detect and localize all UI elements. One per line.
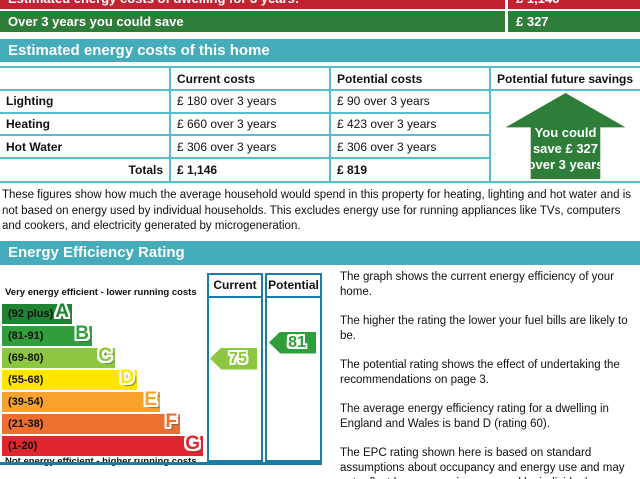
heating-potential: £ 423 over 3 years — [329, 111, 490, 137]
summary-costs-label: Estimated energy costs of dwelling for 3… — [0, 0, 505, 9]
costs-col-savings: Potential future savings — [489, 66, 640, 91]
rating-paragraph: The average energy efficiency rating for… — [340, 402, 609, 430]
current-rating-value: 75 — [229, 349, 247, 367]
band-c-letter: C — [98, 344, 112, 366]
table-row-lighting: Lighting £ 180 over 3 years £ 90 over 3 … — [0, 89, 640, 183]
summary-row-savings: Over 3 years you could save £ 327 — [0, 11, 640, 32]
band-a-range: (92 plus) — [8, 307, 54, 320]
heating-current: £ 660 over 3 years — [169, 111, 330, 137]
summary-savings-label: Over 3 years you could save — [0, 11, 505, 32]
band-a-letter: A — [55, 300, 69, 322]
costs-section-header: Estimated energy costs of this home — [0, 39, 640, 62]
costs-note: These figures show how much the average … — [2, 189, 632, 232]
costs-col-blank — [0, 66, 170, 91]
energy-efficiency-chart: Very energy efficient - lower running co… — [0, 270, 640, 479]
current-column-header: Current — [209, 275, 261, 298]
rating-paragraph: The higher the rating the lower your fue… — [340, 314, 628, 342]
lighting-current: £ 180 over 3 years — [169, 89, 330, 114]
lighting-potential: £ 90 over 3 years — [329, 89, 490, 114]
band-g: (1-20) G — [2, 432, 203, 456]
summary-box: Estimated energy costs of dwelling for 3… — [0, 0, 640, 32]
chart-bottom-caption: Not energy efficient - higher running co… — [5, 456, 197, 467]
band-g-letter: G — [185, 432, 200, 454]
hot-water-potential: £ 306 over 3 years — [329, 134, 490, 160]
costs-col-potential: Potential costs — [329, 66, 490, 91]
rating-paragraph: The potential rating shows the effect of… — [340, 358, 620, 386]
chart-top-caption: Very energy efficient - lower running co… — [5, 286, 197, 298]
potential-rating-value: 81 — [288, 333, 306, 351]
band-f-letter: F — [165, 410, 177, 432]
band-d-letter: D — [120, 366, 134, 388]
totals-potential: £ 819 — [329, 157, 490, 183]
totals-current: £ 1,146 — [169, 157, 330, 183]
chart-bottom-border — [0, 461, 322, 465]
rating-paragraph: The EPC rating shown here is based on st… — [340, 446, 625, 479]
rating-description: The graph shows the current energy effic… — [340, 270, 638, 479]
savings-cell: You could save £ 327 over 3 years — [489, 89, 640, 183]
band-e-letter: E — [144, 388, 157, 410]
costs-table-header-row: Current costs Potential costs Potential … — [0, 66, 640, 91]
current-rating-arrow: 75 — [210, 347, 257, 370]
band-c: (69-80) C — [2, 344, 115, 368]
lighting-label: Lighting — [0, 89, 170, 114]
band-f: (21-38) F — [2, 410, 180, 434]
band-e: (39-54) E — [2, 388, 160, 412]
band-b-range: (81-91) — [8, 329, 44, 342]
band-f-range: (21-38) — [8, 417, 44, 430]
totals-label: Totals — [0, 157, 170, 183]
band-b-letter: B — [75, 322, 89, 344]
band-e-range: (39-54) — [8, 395, 44, 408]
table-row-heating: Heating £ 660 over 3 years £ 423 over 3 … — [0, 111, 640, 137]
band-c-range: (69-80) — [8, 351, 44, 364]
band-d-range: (55-68) — [8, 373, 44, 386]
rating-bands: (92 plus) A (81-91) B (69-80) C (55-68) … — [2, 300, 207, 458]
band-g-range: (1-20) — [8, 439, 38, 452]
savings-arrow-text: You could save £ 327 over 3 years — [527, 125, 604, 172]
table-row-totals: Totals £ 1,146 £ 819 — [0, 157, 640, 183]
costs-table: Current costs Potential costs Potential … — [0, 66, 640, 183]
rating-section-header: Energy Efficiency Rating — [0, 240, 640, 265]
band-a: (92 plus) A — [2, 300, 72, 324]
heating-label: Heating — [0, 111, 170, 137]
savings-house-arrow-icon: You could save £ 327 over 3 years — [505, 93, 626, 179]
summary-row-costs: Estimated energy costs of dwelling for 3… — [0, 0, 640, 9]
hot-water-label: Hot Water — [0, 134, 170, 160]
summary-savings-value: £ 327 — [508, 11, 640, 32]
table-row-hot-water: Hot Water £ 306 over 3 years £ 306 over … — [0, 134, 640, 160]
potential-column: Potential — [265, 272, 322, 462]
rating-paragraph: The graph shows the current energy effic… — [340, 270, 615, 298]
summary-costs-value: £ 1,146 — [508, 0, 640, 9]
costs-col-current: Current costs — [169, 66, 330, 91]
band-b: (81-91) B — [2, 322, 92, 346]
potential-column-header: Potential — [267, 275, 320, 298]
band-d: (55-68) D — [2, 366, 137, 390]
potential-rating-arrow: 81 — [269, 331, 316, 354]
hot-water-current: £ 306 over 3 years — [169, 134, 330, 160]
